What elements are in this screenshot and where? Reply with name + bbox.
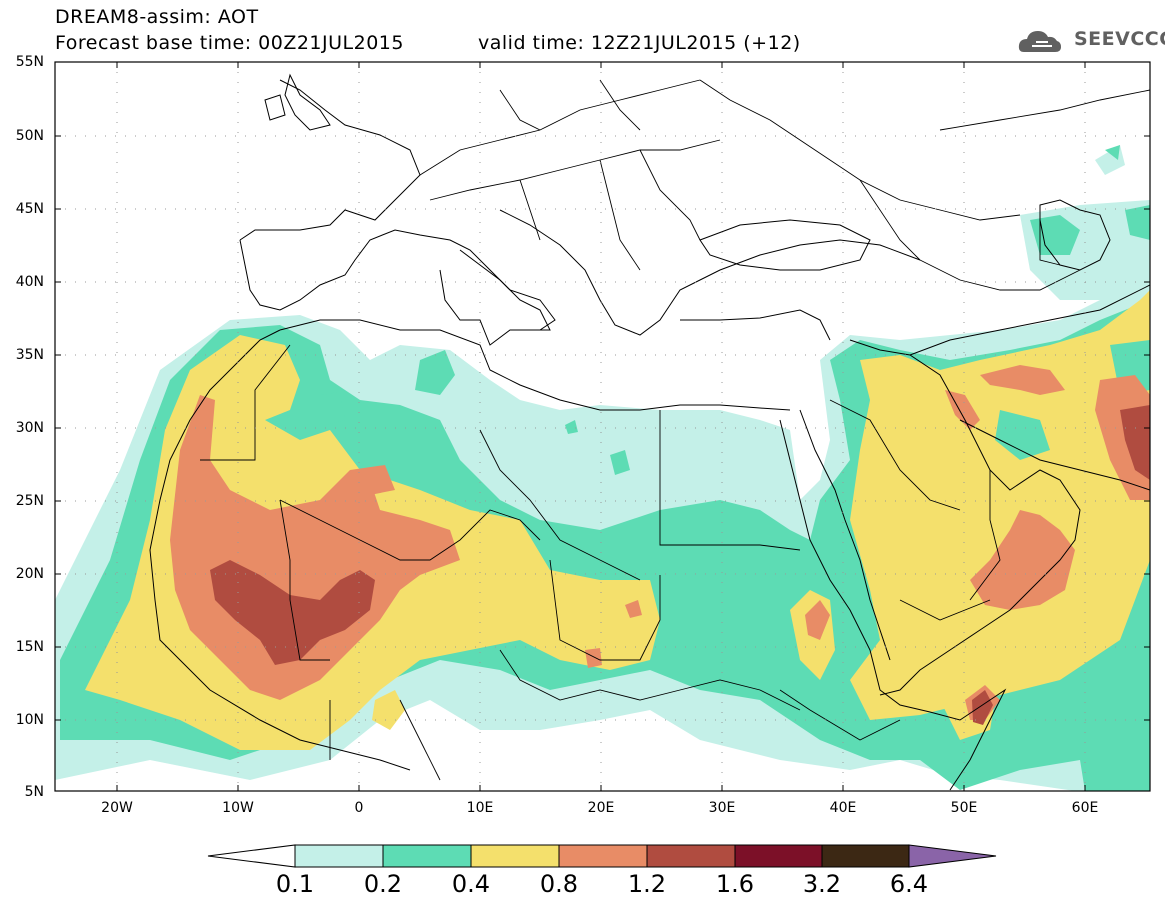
map-frame bbox=[54, 61, 1151, 792]
lon-label: 10E bbox=[466, 800, 494, 816]
lon-label: 20E bbox=[587, 800, 615, 816]
lon-label: 20W bbox=[101, 800, 133, 816]
lat-label: 45N bbox=[15, 201, 44, 217]
lon-label: 50E bbox=[950, 800, 978, 816]
colorbar-over-triangle bbox=[908, 844, 997, 868]
lat-label: 20N bbox=[15, 566, 44, 582]
lon-label: 40E bbox=[829, 800, 857, 816]
colorbar-label: 1.2 bbox=[627, 870, 667, 898]
country-borders bbox=[200, 79, 1150, 781]
colorbar-bin-0-1 bbox=[294, 844, 384, 868]
colorbar bbox=[207, 844, 997, 868]
lat-label: 40N bbox=[15, 274, 44, 290]
lat-label: 50N bbox=[15, 128, 44, 144]
colorbar-label: 0.2 bbox=[363, 870, 403, 898]
lat-label: 5N bbox=[24, 784, 44, 800]
colorbar-label: 0.4 bbox=[451, 870, 491, 898]
aot-field bbox=[55, 145, 1150, 791]
colorbar-label: 0.1 bbox=[275, 870, 315, 898]
axis-ticks bbox=[55, 61, 1150, 791]
colorbar-label: 0.8 bbox=[539, 870, 579, 898]
lat-label: 35N bbox=[15, 347, 44, 363]
lat-label: 30N bbox=[15, 420, 44, 436]
lon-label: 60E bbox=[1071, 800, 1099, 816]
lat-label: 25N bbox=[15, 493, 44, 509]
colorbar-bin-1-2 bbox=[646, 844, 736, 868]
lat-label: 55N bbox=[15, 54, 44, 70]
lon-label: 0 bbox=[354, 800, 364, 816]
seevccc-cloud-logo-icon bbox=[1018, 31, 1061, 52]
lat-label: 15N bbox=[15, 639, 44, 655]
coastlines bbox=[149, 73, 1150, 791]
colorbar-label: 3.2 bbox=[802, 870, 842, 898]
lat-label: 10N bbox=[15, 712, 44, 728]
logo-text: SEEVCCC bbox=[1074, 28, 1165, 50]
colorbar-bin-0-8 bbox=[558, 844, 648, 868]
colorbar-label: 1.6 bbox=[715, 870, 755, 898]
colorbar-bin-1-6 bbox=[734, 844, 823, 868]
colorbar-under-triangle bbox=[207, 844, 296, 868]
forecast-base-time: Forecast base time: 00Z21JUL2015 bbox=[55, 32, 404, 54]
colorbar-label: 6.4 bbox=[889, 870, 929, 898]
colorbar-bin-0-4 bbox=[470, 844, 560, 868]
colorbar-bin-0-2 bbox=[382, 844, 472, 868]
map-title: DREAM8-assim: AOT bbox=[55, 6, 259, 28]
lon-label: 30E bbox=[708, 800, 736, 816]
colorbar-bin-3-2 bbox=[821, 844, 910, 868]
valid-time: valid time: 12Z21JUL2015 (+12) bbox=[478, 32, 801, 54]
lon-label: 10W bbox=[222, 800, 254, 816]
